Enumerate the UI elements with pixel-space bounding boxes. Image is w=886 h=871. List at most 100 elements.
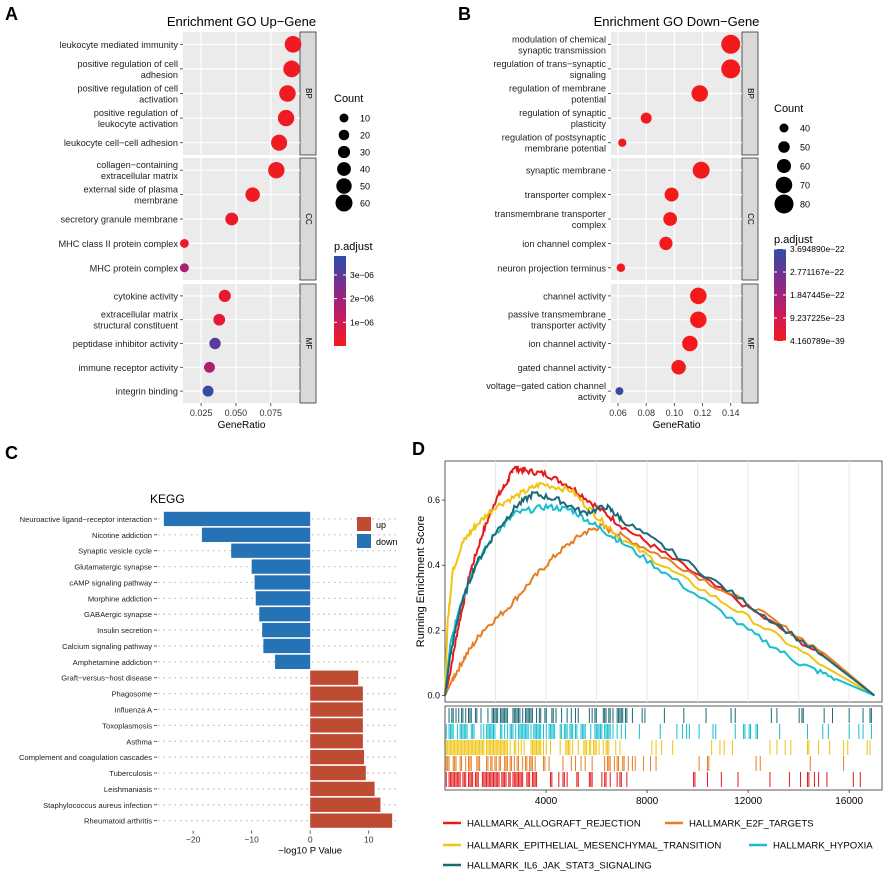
facet-mf: MF cytokine activity extracellular matrixs…: [73, 283, 317, 404]
data-point: [692, 161, 710, 179]
size-legend-value: 20: [360, 131, 370, 141]
chart-title: Enrichment GO Up−Gene: [167, 14, 316, 29]
term-label: positive regulation of cell: [77, 59, 178, 69]
category-label: Graft−versus−host disease: [61, 674, 152, 683]
bar: [263, 638, 311, 654]
y-tick-label: 0.0: [427, 690, 440, 700]
category-label: Leishmaniasis: [104, 785, 152, 794]
x-axis-label: −log10 P Value: [278, 846, 342, 857]
chart-go-down: Enrichment GO Down−Gene BP modulation of c…: [486, 14, 845, 431]
term-label: integrin binding: [116, 387, 178, 397]
chart-title: KEGG: [150, 492, 185, 506]
term-label: transporter activity: [531, 321, 606, 331]
term-label: neuron projection terminus: [497, 263, 606, 273]
color-legend-label: 1.847445e−22: [790, 290, 845, 300]
color-legend-label: 2.771167e−22: [790, 267, 844, 277]
category-label: Nicotine addiction: [92, 531, 152, 540]
legend-label: up: [376, 520, 386, 530]
term-label: synaptic membrane: [526, 166, 606, 176]
color-legend-label: 3.694890e−22: [790, 244, 845, 254]
x-tick-label: 0.14: [722, 408, 740, 418]
category-label: Asthma: [126, 737, 153, 746]
color-legend-label: 4.160789e−39: [790, 336, 845, 346]
data-point: [284, 35, 302, 53]
data-point: [202, 385, 214, 397]
bar: [262, 622, 311, 638]
facet-strip-label: CC: [304, 213, 313, 225]
x-tick-label: 16000: [835, 796, 863, 807]
term-label: activation: [139, 95, 178, 105]
panel-letter-d: D: [412, 439, 425, 459]
term-label: MHC protein complex: [90, 263, 179, 273]
data-point: [671, 360, 686, 375]
x-tick-label: 0.025: [190, 408, 213, 418]
category-label: cAMP signaling pathway: [69, 578, 152, 587]
term-label: synaptic transmission: [518, 45, 606, 55]
term-label: ion channel activity: [528, 339, 606, 349]
data-point: [663, 212, 678, 226]
size-legend-dot: [339, 113, 349, 123]
panel-letter-b: B: [458, 4, 471, 24]
term-label: ion channel complex: [522, 239, 606, 249]
bar: [310, 765, 366, 781]
x-tick-label: 4000: [535, 796, 558, 807]
category-label: Neuroactive ligand−receptor interaction: [20, 515, 152, 524]
size-legend-dot: [337, 145, 351, 159]
size-legend-title: Count: [774, 103, 803, 115]
data-point: [659, 236, 673, 251]
bar: [251, 559, 311, 574]
category-label: GABAergic synapse: [84, 610, 152, 619]
facet-strip-label: CC: [746, 213, 755, 225]
chart-go-up: Enrichment GO Up−Gene BP leukocyte mediate…: [59, 14, 375, 431]
term-label: positive regulation of cell: [77, 84, 178, 94]
bar: [310, 813, 393, 828]
size-legend-value: 40: [360, 165, 370, 175]
bar: [163, 511, 311, 527]
bar: [259, 607, 311, 622]
category-label: Amphetamine addiction: [73, 658, 152, 667]
data-point: [204, 361, 215, 373]
term-label: regulation of postsynaptic: [502, 133, 607, 143]
legend-label: HALLMARK_HYPOXIA: [773, 841, 873, 852]
data-point: [690, 287, 707, 305]
term-label: complex: [572, 220, 607, 230]
x-tick-label: −10: [244, 835, 259, 845]
size-legend-value: 10: [360, 114, 370, 124]
size-legend-dot: [335, 194, 353, 212]
size-legend-dot: [778, 141, 790, 153]
term-label: leukocyte cell−cell adhesion: [64, 138, 178, 148]
data-point: [283, 60, 300, 78]
size-legend-value: 30: [360, 148, 370, 158]
data-point: [271, 134, 288, 151]
term-label: external side of plasma: [84, 185, 179, 195]
data-point: [245, 187, 260, 202]
size-legend-value: 70: [800, 181, 810, 191]
term-label: secretory granule membrane: [61, 215, 178, 225]
data-point: [179, 238, 189, 248]
x-tick-label: 12000: [734, 796, 762, 807]
size-legend-dot: [775, 176, 793, 194]
term-label: signaling: [570, 70, 606, 80]
chart-title: Enrichment GO Down−Gene: [594, 14, 760, 29]
term-label: collagen−containing: [97, 160, 178, 170]
term-label: modulation of chemical: [512, 34, 606, 44]
size-legend-dot: [779, 123, 789, 133]
legend-label: HALLMARK_E2F_TARGETS: [689, 819, 814, 830]
data-point: [179, 263, 189, 273]
legend-label: down: [376, 537, 398, 547]
legend-label: HALLMARK_ALLOGRAFT_REJECTION: [467, 819, 641, 830]
size-legend-title: Count: [334, 93, 363, 105]
term-label: voltage−gated cation channel: [486, 381, 606, 391]
size-legend-dot: [336, 178, 352, 194]
hits-row: [445, 724, 872, 739]
category-label: Influenza A: [114, 706, 153, 715]
x-tick-label: 10: [364, 835, 374, 845]
category-label: Synaptic vesicle cycle: [78, 547, 152, 556]
category-label: Morphine addiction: [88, 594, 152, 603]
term-label: peptidase inhibitor activity: [73, 339, 179, 349]
bar: [310, 718, 363, 733]
x-tick-label: 0: [308, 835, 313, 845]
x-tick-label: 0.075: [259, 408, 282, 418]
x-tick-label: 0.12: [694, 408, 712, 418]
